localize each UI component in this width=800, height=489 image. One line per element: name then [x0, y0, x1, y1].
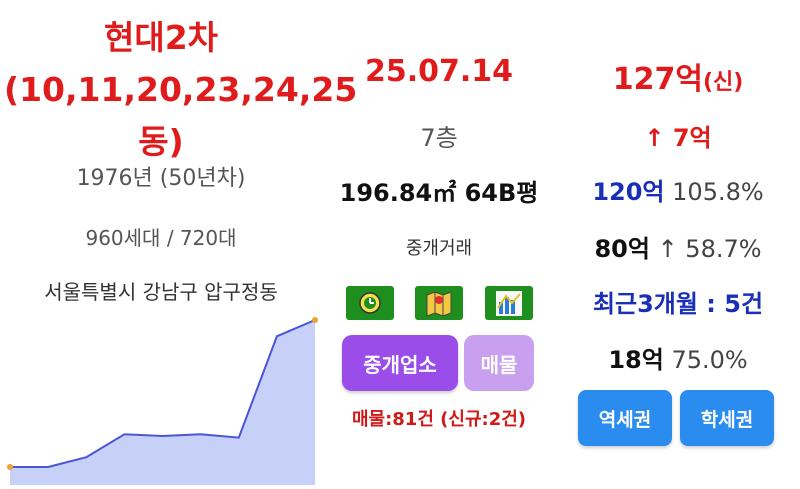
reference-price-3: 18억 75.0%	[556, 340, 800, 375]
chart-start-point	[7, 464, 13, 470]
reference-price-3-pct: 75.0%	[671, 346, 748, 374]
trade-date: 25.07.14	[364, 54, 514, 89]
clock-icon[interactable]	[346, 286, 394, 320]
price-trend-area	[10, 320, 315, 485]
reference-price-2-pct: ↑ 58.7%	[657, 235, 762, 263]
new-tag: (신)	[702, 70, 744, 95]
trade-type: 중개거래	[405, 238, 473, 259]
price-trend-line	[10, 319, 316, 468]
reference-price-2: 80억 ↑ 58.7%	[556, 229, 800, 264]
build-year: 1976년 (50년차)	[76, 166, 246, 191]
recent-trade-count: 최근3개월 : 5건	[592, 290, 764, 318]
price-change: ↑ 7억	[644, 124, 712, 152]
agents-button[interactable]: 중개업소	[342, 335, 458, 391]
reference-price-3-value: 18억	[608, 346, 664, 374]
station-area-button[interactable]: 역세권	[578, 390, 672, 446]
trade-area: 196.84㎡ 64B평	[339, 179, 539, 207]
address: 서울특별시 강남구 압구정동	[44, 280, 278, 304]
listings-button[interactable]: 매물	[464, 335, 534, 391]
map-icon[interactable]	[415, 286, 463, 320]
trade-price: 127억(신)	[556, 54, 800, 98]
apartment-name: 현대2차(10,11,20,23,24,25동)	[4, 18, 358, 161]
reference-price-2-value: 80억	[594, 235, 650, 263]
trade-floor: 7층	[420, 124, 458, 152]
school-area-button[interactable]: 학세권	[680, 390, 774, 446]
apartment-info-column: 현대2차(10,11,20,23,24,25동) 1976년 (50년차) 96…	[0, 0, 358, 489]
price-info-column: 127억(신) ↑ 7억 120억 105.8% 80억 ↑ 58.7% 최근3…	[556, 0, 800, 489]
trade-info-column: 25.07.14 7층 196.84㎡ 64B평 중개거래	[322, 0, 556, 489]
reference-price-1-pct: 105.8%	[672, 178, 764, 206]
chart-icon[interactable]	[485, 286, 533, 320]
price-amount: 127억	[612, 62, 703, 97]
listing-count: 매물:81건 (신규:2건)	[351, 409, 527, 430]
chart-end-point	[312, 317, 318, 323]
price-trend-chart	[7, 317, 318, 485]
reference-price-1-value: 120억	[592, 178, 665, 206]
tool-icons	[322, 286, 556, 324]
reference-price-1: 120억 105.8%	[556, 172, 800, 207]
household-parking: 960세대 / 720대	[85, 226, 237, 250]
